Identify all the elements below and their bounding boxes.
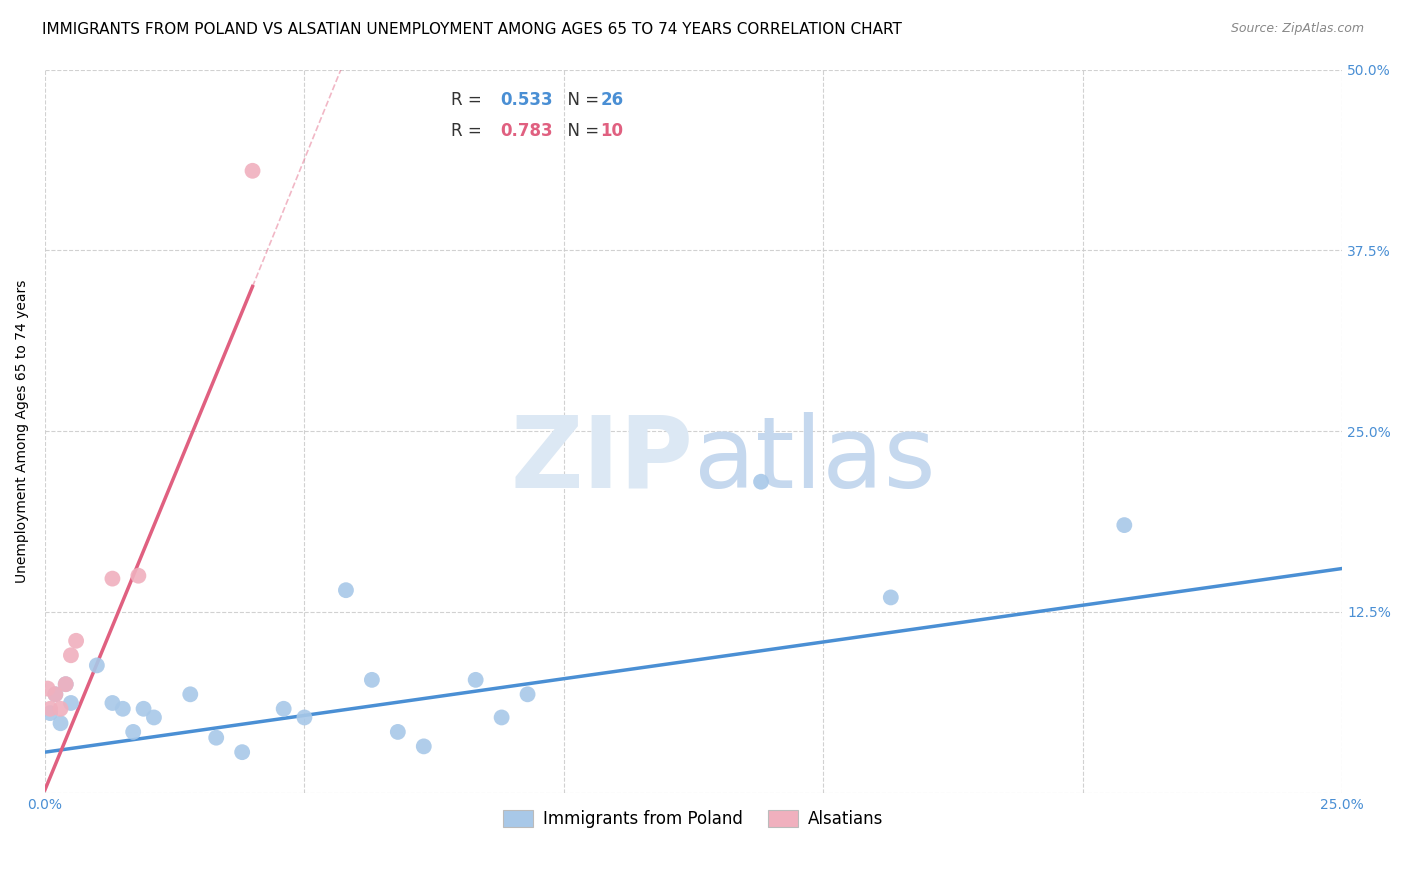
Legend: Immigrants from Poland, Alsatians: Immigrants from Poland, Alsatians — [496, 804, 890, 835]
Point — [86, 658, 108, 673]
Point — [44, 687, 66, 701]
Point — [1114, 518, 1136, 533]
Point — [39, 702, 62, 716]
Point — [749, 475, 772, 489]
Text: atlas: atlas — [693, 411, 935, 508]
Point — [37, 681, 59, 696]
Point — [231, 745, 253, 759]
Point — [55, 677, 77, 691]
Text: Source: ZipAtlas.com: Source: ZipAtlas.com — [1230, 22, 1364, 36]
Text: R =: R = — [451, 122, 486, 140]
Point — [412, 739, 434, 754]
Point — [122, 725, 145, 739]
Point — [111, 702, 134, 716]
Point — [59, 648, 82, 663]
Point — [880, 591, 903, 605]
Point — [179, 687, 201, 701]
Point — [273, 702, 295, 716]
Point — [39, 706, 62, 720]
Point — [387, 725, 409, 739]
Point — [516, 687, 538, 701]
Point — [44, 687, 66, 701]
Point — [361, 673, 384, 687]
Point — [132, 702, 155, 716]
Text: ZIP: ZIP — [510, 411, 693, 508]
Y-axis label: Unemployment Among Ages 65 to 74 years: Unemployment Among Ages 65 to 74 years — [15, 279, 30, 582]
Text: 0.533: 0.533 — [501, 91, 553, 109]
Point — [65, 633, 87, 648]
Point — [464, 673, 486, 687]
Text: N =: N = — [557, 91, 605, 109]
Text: 10: 10 — [600, 122, 623, 140]
Text: R =: R = — [451, 91, 486, 109]
Point — [49, 716, 72, 731]
Text: 26: 26 — [600, 91, 623, 109]
Point — [335, 583, 357, 598]
Point — [205, 731, 228, 745]
Text: 0.783: 0.783 — [501, 122, 553, 140]
Point — [101, 696, 124, 710]
Point — [127, 568, 149, 582]
Point — [242, 163, 264, 178]
Text: IMMIGRANTS FROM POLAND VS ALSATIAN UNEMPLOYMENT AMONG AGES 65 TO 74 YEARS CORREL: IMMIGRANTS FROM POLAND VS ALSATIAN UNEMP… — [42, 22, 903, 37]
Point — [294, 710, 316, 724]
Point — [142, 710, 165, 724]
Point — [59, 696, 82, 710]
Point — [491, 710, 513, 724]
Text: N =: N = — [557, 122, 605, 140]
Point — [55, 677, 77, 691]
Point — [49, 702, 72, 716]
Point — [101, 572, 124, 586]
